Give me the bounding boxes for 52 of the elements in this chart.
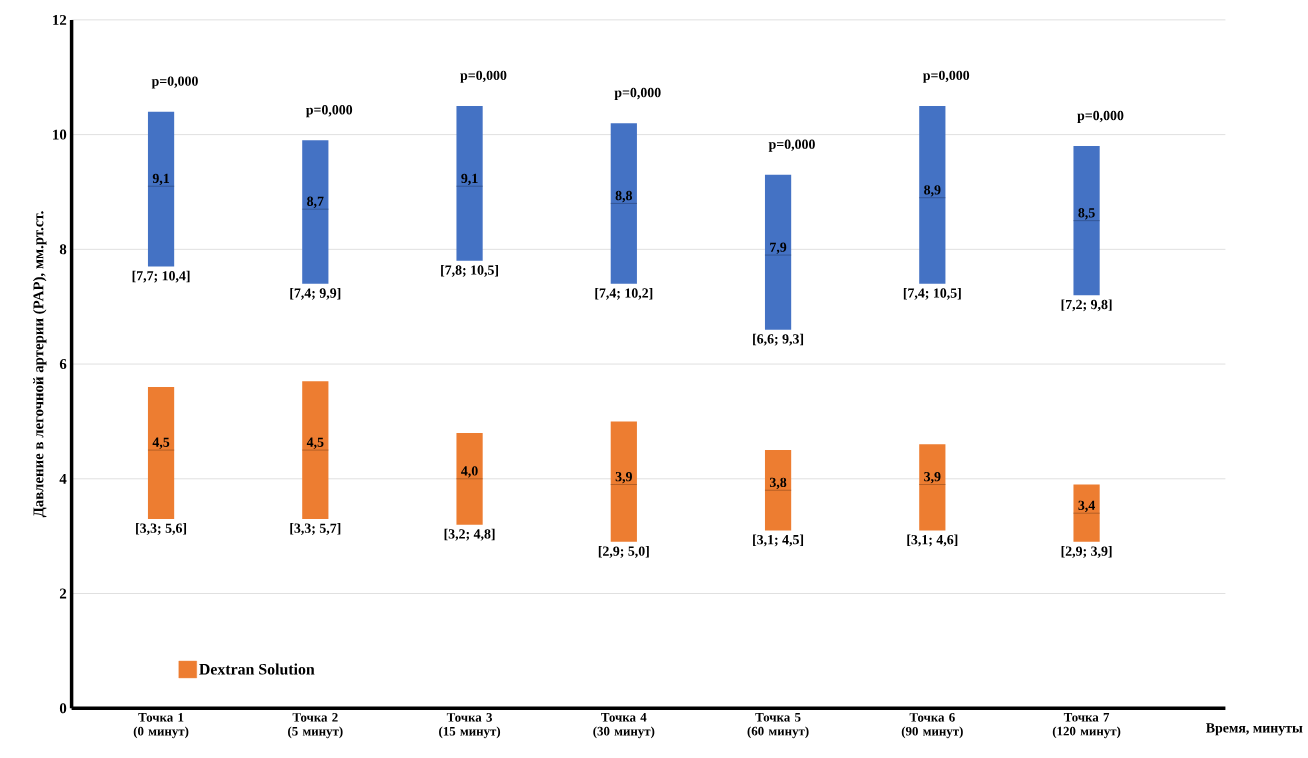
annotation: 8,8 [615,190,633,203]
annotation: [3,3; 5,7] [290,523,341,535]
annotation: p=0,000 [305,105,353,118]
annotation: 3,9 [924,472,941,484]
x-axis-title: Время, минуты [1206,723,1303,736]
annotation: 9,1 [152,173,170,186]
annotation: [7,4; 9,9] [290,287,341,300]
y-tick-label: 2 [59,588,67,599]
annotation: [2,9; 5,0] [598,546,649,558]
annotation: 4,5 [306,437,324,449]
annotation: 8,7 [307,196,324,208]
x-tick-label: Точка 7 (120 минут) [1052,713,1121,739]
x-tick-label: Точка 1 (0 минут) [133,713,189,739]
y-tick-label: 8 [59,244,67,255]
annotation: 3,9 [615,472,632,484]
annotation: [2,9; 3,9] [1061,546,1112,558]
annotation: 8,5 [1078,208,1095,220]
x-tick-label: Точка 5 (60 минут) [747,713,809,739]
x-tick-label: Точка 2 (5 минут) [288,713,343,739]
x-tick-label: Точка 4 (30 минут) [593,713,655,739]
annotation: [7,7; 10,4] [132,270,190,283]
y-axis-title: Давление в легочной артерии (PAP), мм.рт.ст. [32,211,47,518]
annotation: 3,8 [769,477,787,490]
annotation: 4,5 [152,437,170,449]
annotation: [7,4; 10,2] [595,287,653,300]
annotation: [7,4; 10,5] [903,287,961,300]
annotation: p=0,000 [1077,110,1124,124]
legend-label: Dextran Solution [199,663,315,675]
annotation: 3,4 [1078,500,1095,513]
y-tick-label: 10 [53,129,67,140]
annotation: p=0,000 [923,70,970,83]
x-tick-label: Точка 3 (15 минут) [439,713,501,739]
annotation: p=0,000 [614,87,661,101]
annotation: [6,6; 9,3] [753,333,804,346]
y-tick-label: 0 [59,703,67,714]
annotation: [7,2; 9,8] [1061,299,1112,312]
y-tick-label: 4 [59,473,67,484]
annotation: 4,0 [461,466,478,478]
y-tick-label: 6 [59,359,67,370]
annotation: [3,1; 4,5] [753,534,804,547]
annotation: p=0,000 [151,76,198,89]
annotation: p=0,000 [460,70,507,83]
annotation: [7,8; 10,5] [441,264,498,277]
annotation: [3,1; 4,6] [907,534,958,547]
x-tick-label: Точка 6 (90 минут) [901,713,963,739]
annotation: 9,1 [461,173,478,186]
y-tick-label: 12 [53,14,67,25]
annotation: [3,2; 4,8] [444,528,495,541]
annotation: 8,9 [924,185,941,197]
annotation: 7,9 [770,242,787,254]
annotation: p=0,000 [768,139,815,152]
annotation: [3,3; 5,6] [136,523,187,535]
